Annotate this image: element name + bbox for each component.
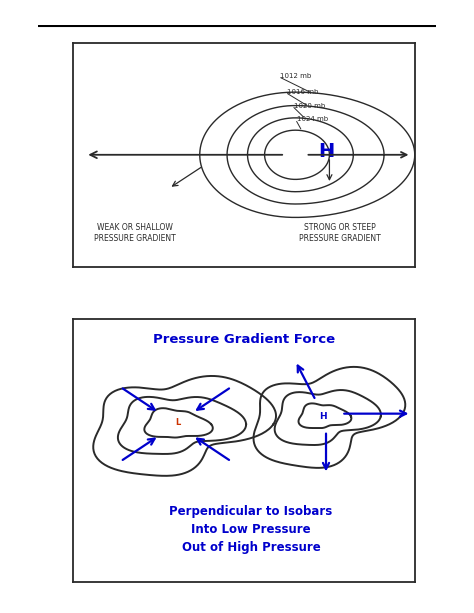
Text: H: H	[318, 142, 334, 161]
Text: L: L	[175, 419, 180, 427]
Text: 1012 mb: 1012 mb	[280, 74, 311, 80]
Text: STRONG OR STEEP
PRESSURE GRADIENT: STRONG OR STEEP PRESSURE GRADIENT	[299, 223, 381, 243]
Text: Perpendicular to Isobars
Into Low Pressure
Out of High Pressure: Perpendicular to Isobars Into Low Pressu…	[169, 505, 333, 554]
Text: 1016 mb: 1016 mb	[287, 89, 318, 95]
Text: 1020 mb: 1020 mb	[293, 102, 325, 109]
Text: WEAK OR SHALLOW
PRESSURE GRADIENT: WEAK OR SHALLOW PRESSURE GRADIENT	[94, 223, 176, 243]
Text: H: H	[319, 412, 327, 421]
Text: Pressure Gradient Force: Pressure Gradient Force	[153, 333, 335, 346]
Text: 1024 mb: 1024 mb	[297, 116, 328, 122]
